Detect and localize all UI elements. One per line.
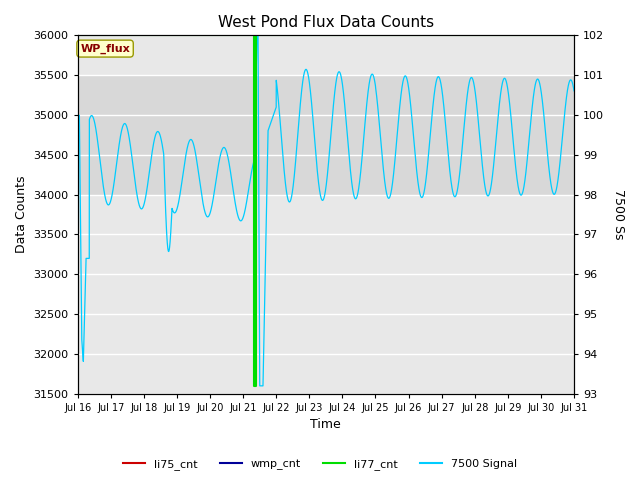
X-axis label: Time: Time <box>310 419 341 432</box>
Y-axis label: 7500 Ss: 7500 Ss <box>612 189 625 240</box>
Text: WP_flux: WP_flux <box>80 44 130 54</box>
Y-axis label: Data Counts: Data Counts <box>15 176 28 253</box>
Bar <box>77 75 574 195</box>
Legend: li75_cnt, wmp_cnt, li77_cnt, 7500 Signal: li75_cnt, wmp_cnt, li77_cnt, 7500 Signal <box>118 455 522 474</box>
Title: West Pond Flux Data Counts: West Pond Flux Data Counts <box>218 15 434 30</box>
